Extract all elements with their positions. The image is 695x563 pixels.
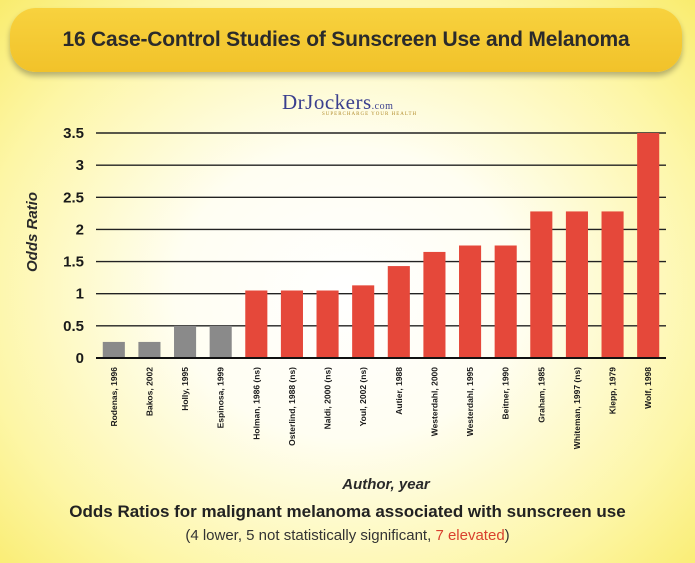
x-tick-label: Bakos, 2002 <box>144 367 154 416</box>
bar <box>138 341 161 358</box>
x-tick-label: Klepp, 1979 <box>608 367 618 415</box>
x-tick-label: Espinosa, 1999 <box>216 367 226 429</box>
bar <box>637 133 660 358</box>
bar <box>494 245 517 358</box>
bar <box>316 290 339 358</box>
y-axis-title: Odds Ratio <box>24 192 41 272</box>
y-tick-label: 3 <box>76 157 84 174</box>
logo-brand: DrJockers.com <box>282 90 442 115</box>
x-tick-label: Holman, 1986 (ns) <box>251 367 261 440</box>
bar <box>280 290 303 358</box>
x-tick-label: Whiteman, 1997 (ns) <box>572 367 582 449</box>
y-tick-label: 3.5 <box>63 125 84 142</box>
title-banner: 16 Case-Control Studies of Sunscreen Use… <box>10 8 682 72</box>
bar <box>459 245 482 358</box>
logo-tagline: SUPERCHARGE YOUR HEALTH <box>322 112 418 117</box>
y-tick-label: 0.5 <box>63 318 84 335</box>
x-tick-label: Wolf, 1998 <box>643 367 653 409</box>
bar <box>209 325 232 358</box>
logo-text: DrJockers <box>282 90 372 114</box>
bar <box>102 341 125 358</box>
chart-subtitle: Odds Ratios for malignant melanoma assoc… <box>69 502 626 521</box>
x-tick-label: Naldi, 2000 (ns) <box>323 367 333 430</box>
bar <box>352 285 375 358</box>
bar <box>530 211 553 358</box>
y-tick-label: 2 <box>76 221 84 238</box>
x-tick-label: Rodenas, 1996 <box>109 367 119 427</box>
chart-caption: (4 lower, 5 not statistically significan… <box>185 527 510 544</box>
bar <box>174 325 197 358</box>
x-tick-label: Youl, 2002 (ns) <box>358 367 368 427</box>
drjockers-logo: DrJockers.com SUPERCHARGE YOUR HEALTH <box>282 90 442 117</box>
bar <box>565 211 588 358</box>
x-tick-label: Westerdahl, 1995 <box>465 367 475 437</box>
bar <box>601 211 624 358</box>
x-tick-label: Beitner, 1990 <box>501 367 511 420</box>
caption-highlight: 7 elevated <box>435 527 505 544</box>
y-tick-label: 2.5 <box>63 189 84 206</box>
x-tick-label: Holly, 1995 <box>180 367 190 411</box>
y-tick-label: 0 <box>76 350 84 367</box>
logo-suffix: .com <box>371 101 394 112</box>
x-tick-label: Westerdahl, 2000 <box>429 367 439 437</box>
x-tick-label: Autier, 1988 <box>394 367 404 415</box>
odds-ratio-bar-chart: 0 0.5 1 1.5 2 2.5 3 3.5 Rodenas, 1996 Bakos, 2002… <box>24 125 666 493</box>
page-title: 16 Case-Control Studies of Sunscreen Use… <box>62 28 630 51</box>
y-tick-label: 1.5 <box>63 254 84 271</box>
x-tick-label: Graham, 1985 <box>536 367 546 423</box>
y-tick-label: 1 <box>76 286 84 303</box>
bar <box>423 251 446 358</box>
x-axis-title: Author, year <box>341 476 431 493</box>
bar <box>387 266 410 358</box>
x-tick-label: Osterlind, 1988 (ns) <box>287 367 297 446</box>
caption-main: 4 lower, 5 not statistically significant… <box>190 527 436 544</box>
bar <box>245 290 268 358</box>
